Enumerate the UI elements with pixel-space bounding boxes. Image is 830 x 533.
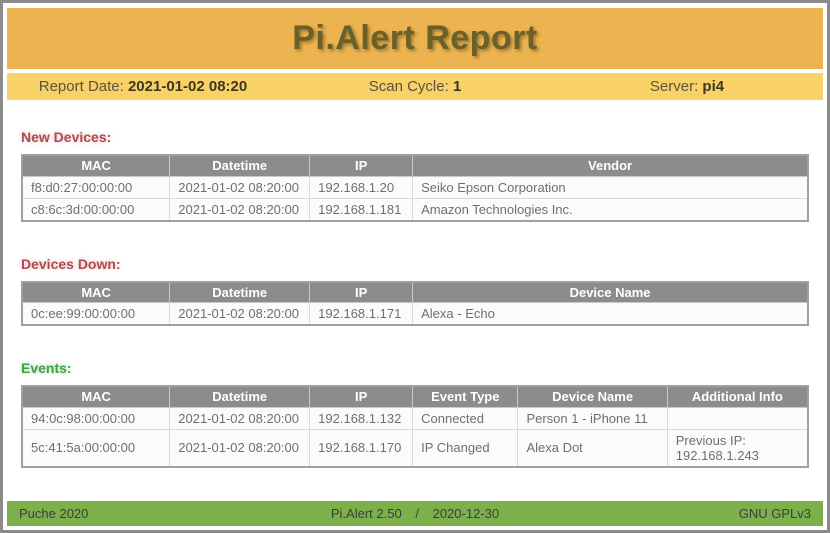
- column-header: Event Type: [412, 386, 519, 408]
- events-table: MAC Datetime IP Event Type Device Name Additi…: [21, 385, 809, 468]
- table-cell: 192.168.1.170: [309, 428, 414, 467]
- table-row: f8:d0:27:00:00:00 2021-01-02 08:20:00 192.…: [21, 175, 809, 199]
- column-header: Datetime: [169, 155, 311, 177]
- table-cell: 2021-01-02 08:20:00: [169, 175, 311, 199]
- report-info-bar: Report Date: 2021-01-02 08:20 Scan Cycle…: [7, 73, 823, 100]
- table-cell: c8:6c:3d:00:00:00: [21, 197, 171, 221]
- table-row: 0c:ee:99:00:00:00 2021-01-02 08:20:00 192.…: [21, 302, 809, 326]
- column-header: IP: [309, 386, 414, 408]
- table-cell: 192.168.1.181: [309, 197, 414, 221]
- table-cell: 5c:41:5a:00:00:00: [21, 428, 171, 467]
- table-header-row: MAC Datetime IP Event Type Device Name Additi…: [21, 386, 809, 408]
- scan-cycle-value: 1: [452, 78, 462, 95]
- table-cell: 192.168.1.132: [309, 406, 414, 430]
- scan-cycle-label: Scan Cycle:: [368, 78, 449, 95]
- footer-version-info: Pi.Alert 2.50 / 2020-12-30: [217, 506, 613, 521]
- footer-build-date: 2020-12-30: [432, 506, 500, 521]
- table-cell: 2021-01-02 08:20:00: [169, 406, 311, 430]
- column-header: IP: [309, 155, 414, 177]
- table-cell: Alexa Dot: [517, 428, 668, 467]
- column-header: Datetime: [169, 281, 311, 303]
- table-cell: Previous IP: 192.168.1.243: [666, 428, 809, 467]
- report-date: Report Date: 2021-01-02 08:20: [7, 78, 279, 95]
- table-cell: f8:d0:27:00:00:00: [21, 175, 171, 199]
- column-header: Vendor: [412, 155, 809, 177]
- table-header-row: MAC Datetime IP Device Name: [21, 281, 809, 303]
- footer-app-version: Pi.Alert 2.50: [330, 506, 402, 521]
- table-cell: Alexa - Echo: [412, 302, 809, 326]
- table-cell: 94:0c:98:00:00:00: [21, 406, 171, 430]
- column-header: Additional Info: [666, 386, 809, 408]
- table-cell: Connected: [412, 406, 519, 430]
- table-cell: Seiko Epson Corporation: [412, 175, 809, 199]
- table-cell: 192.168.1.20: [309, 175, 414, 199]
- report-date-label: Report Date:: [38, 78, 124, 95]
- footer-author: Puche 2020: [19, 506, 89, 521]
- table-row: c8:6c:3d:00:00:00 2021-01-02 08:20:00 192.…: [21, 197, 809, 221]
- scan-cycle: Scan Cycle: 1: [279, 78, 551, 95]
- report-section-devices-down: Devices Down: MAC Datetime IP Device Name 0c:…: [21, 255, 809, 326]
- table-cell: Person 1 - iPhone 11: [517, 406, 668, 430]
- column-header: MAC: [21, 155, 171, 177]
- report-content: New Devices: MAC Datetime IP Vendor f8:d0:27:…: [7, 100, 823, 501]
- server-label: Server:: [649, 78, 699, 95]
- section-title: Devices Down:: [21, 255, 121, 272]
- footer-license: GNU GPLv3: [738, 506, 811, 521]
- column-header: MAC: [21, 281, 171, 303]
- report-section-new-devices: New Devices: MAC Datetime IP Vendor f8:d0:27:…: [21, 129, 809, 222]
- table-cell: IP Changed: [412, 428, 519, 467]
- report-footer: Puche 2020 Pi.Alert 2.50 / 2020-12-30 GN…: [7, 501, 823, 526]
- report-header: Pi.Alert Report: [7, 8, 823, 69]
- table-row: 94:0c:98:00:00:00 2021-01-02 08:20:00 192.…: [21, 406, 809, 430]
- new-devices-table: MAC Datetime IP Vendor f8:d0:27:00:00:00 2021…: [21, 154, 809, 222]
- column-header: Device Name: [412, 281, 809, 303]
- column-header: MAC: [21, 386, 171, 408]
- column-header: Device Name: [517, 386, 668, 408]
- column-header: Datetime: [169, 386, 311, 408]
- table-row: 5c:41:5a:00:00:00 2021-01-02 08:20:00 192.…: [21, 428, 809, 467]
- table-cell: 2021-01-02 08:20:00: [169, 428, 311, 467]
- table-header-row: MAC Datetime IP Vendor: [21, 155, 809, 177]
- table-cell: 192.168.1.171: [309, 302, 414, 326]
- column-header: IP: [309, 281, 414, 303]
- table-cell: 0c:ee:99:00:00:00: [21, 302, 171, 326]
- table-cell: Amazon Technologies Inc.: [412, 197, 809, 221]
- footer-separator: /: [415, 506, 419, 521]
- report-date-value: 2021-01-02 08:20: [127, 78, 248, 95]
- server: Server: pi4: [551, 78, 823, 95]
- server-value: pi4: [702, 78, 725, 95]
- table-cell: 2021-01-02 08:20:00: [169, 302, 311, 326]
- page-title: Pi.Alert Report: [292, 19, 538, 57]
- section-title: New Devices:: [21, 129, 112, 145]
- table-cell: 2021-01-02 08:20:00: [169, 197, 311, 221]
- section-title: Events:: [21, 360, 72, 376]
- report-section-events: Events: MAC Datetime IP Event Type Device Nam…: [21, 360, 809, 468]
- table-cell: [666, 406, 809, 430]
- devices-down-table: MAC Datetime IP Device Name 0c:ee:99:00:00:0…: [21, 280, 809, 326]
